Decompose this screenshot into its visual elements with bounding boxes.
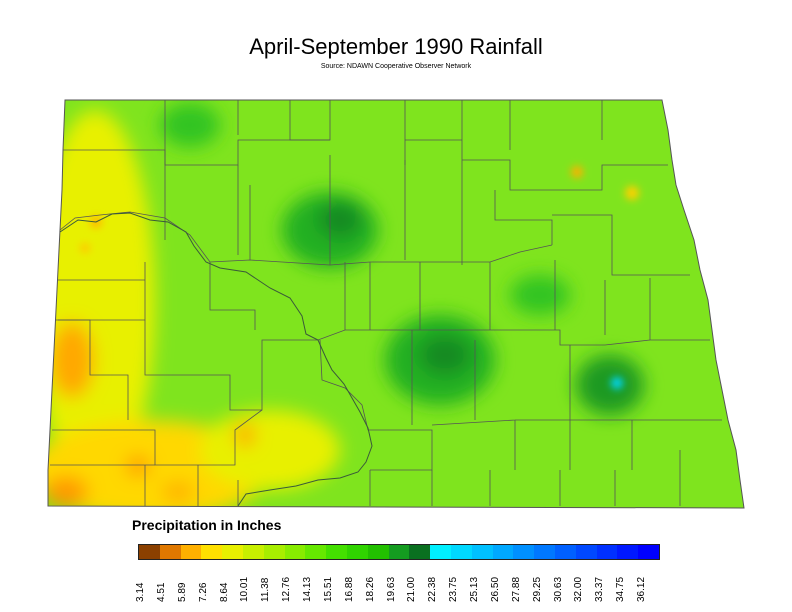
- legend-swatch: [575, 545, 597, 559]
- county-boundaries: [50, 100, 722, 506]
- legend-tick-label: 26.50: [489, 576, 501, 602]
- legend-swatch: [534, 545, 555, 559]
- legend-swatch: [596, 545, 618, 559]
- legend-tick-label: 22.38: [427, 576, 439, 602]
- legend-tick-label: 15.51: [322, 576, 334, 602]
- map-subtitle: Source: NDAWN Cooperative Observer Netwo…: [320, 63, 472, 70]
- legend-swatch: [242, 545, 264, 559]
- legend-tick-label: 21.00: [406, 576, 418, 602]
- legend-swatch: [388, 545, 410, 559]
- legend-swatch: [513, 545, 535, 559]
- legend-tick-label: 34.75: [615, 576, 627, 602]
- legend-tick-label: 32.00: [573, 576, 585, 602]
- legend-tick-label: 12.76: [281, 576, 293, 602]
- legend-tick-label: 19.63: [385, 576, 397, 602]
- legend-tick-label: 30.63: [552, 576, 564, 602]
- wet-zone-east-central-core: [419, 335, 471, 375]
- dry-zone-sw-orange: [50, 322, 94, 398]
- legend-tick-label: 33.37: [594, 576, 606, 602]
- dry-spot-west-2: [80, 243, 90, 253]
- wet-zone-north-central-core: [318, 202, 362, 238]
- wet-zone-northwest: [160, 103, 220, 147]
- max-precip-spot: [611, 377, 623, 389]
- legend-swatch: [409, 545, 431, 559]
- legend-swatch: [263, 545, 285, 559]
- legend-tick-label: 3.14: [135, 582, 146, 602]
- legend-swatch: [326, 545, 347, 559]
- dry-zone-spot-a: [126, 456, 150, 476]
- legend-swatch: [471, 545, 493, 559]
- legend-tick-label: 8.64: [218, 582, 230, 602]
- wet-zone-east: [510, 275, 570, 315]
- missouri-river: [59, 212, 373, 507]
- legend-swatch: [284, 545, 306, 559]
- legend-tick-label: 5.89: [176, 582, 188, 602]
- dry-zone-spot-b: [162, 482, 194, 502]
- legend-swatch: [180, 545, 202, 559]
- state-outline: [47, 99, 745, 509]
- legend-swatch: [201, 545, 223, 559]
- legend-tick-label: 23.75: [448, 576, 460, 602]
- legend-tick-label: 7.26: [197, 582, 209, 602]
- legend-swatch: [222, 545, 243, 559]
- legend-swatch: [450, 545, 472, 559]
- legend-tick-labels: 3.14 4.51 5.89 7.26 8.64 10.01 11.38 12.76 14.13…: [135, 566, 660, 606]
- dry-zone-spot-c: [235, 423, 255, 447]
- legend-tick-label: 29.25: [531, 576, 543, 602]
- legend-tick-label: 36.12: [636, 576, 648, 602]
- precipitation-surface: [48, 100, 744, 508]
- legend-swatch: [638, 545, 659, 559]
- legend-title: Precipitation in Inches: [132, 517, 282, 533]
- legend-swatch: [346, 545, 368, 559]
- map-title: April-September 1990 Rainfall: [249, 34, 543, 59]
- legend-swatch: [139, 545, 160, 559]
- legend-tick-label: 18.26: [364, 576, 376, 602]
- legend-tick-label: 16.88: [343, 576, 355, 602]
- dry-zone-south: [200, 410, 340, 490]
- legend-tick-label: 10.01: [239, 576, 251, 602]
- legend-swatch: [305, 545, 327, 559]
- legend-tick-label: 4.51: [155, 582, 167, 602]
- dry-spot-north: [571, 166, 583, 178]
- legend-tick-label: 25.13: [469, 576, 481, 602]
- legend-swatch: [430, 545, 451, 559]
- dry-zone-corner: [48, 476, 88, 508]
- legend-swatch: [159, 545, 181, 559]
- dry-spot-northeast: [625, 186, 639, 200]
- legend-swatch: [492, 545, 514, 559]
- legend-tick-label: 14.13: [302, 576, 314, 602]
- legend-swatch: [617, 545, 639, 559]
- wet-zone-southeast: [576, 355, 644, 415]
- legend-color-bar: [138, 544, 660, 560]
- legend-tick-label: 27.88: [510, 576, 522, 602]
- legend-swatch: [367, 545, 389, 559]
- legend-tick-label: 11.38: [260, 577, 272, 602]
- legend-swatch: [554, 545, 576, 559]
